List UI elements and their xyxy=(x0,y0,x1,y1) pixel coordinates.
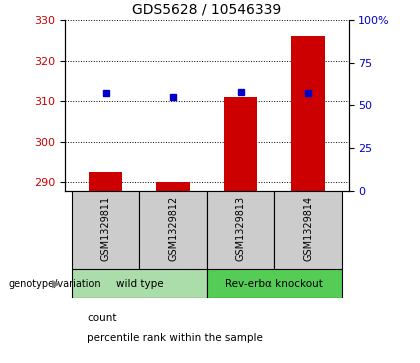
Bar xyxy=(139,191,207,269)
Text: ▶: ▶ xyxy=(52,279,60,289)
Text: Rev-erbα knockout: Rev-erbα knockout xyxy=(226,279,323,289)
Title: GDS5628 / 10546339: GDS5628 / 10546339 xyxy=(132,2,281,16)
Bar xyxy=(207,269,342,298)
Bar xyxy=(224,97,257,191)
Text: genotype/variation: genotype/variation xyxy=(8,279,101,289)
Text: GSM1329812: GSM1329812 xyxy=(168,196,178,261)
Text: count: count xyxy=(87,313,116,323)
Bar xyxy=(72,269,207,298)
Text: percentile rank within the sample: percentile rank within the sample xyxy=(87,333,263,343)
Bar xyxy=(207,191,274,269)
Bar xyxy=(274,191,342,269)
Bar xyxy=(89,172,123,191)
Bar xyxy=(291,36,325,191)
Text: GSM1329813: GSM1329813 xyxy=(236,196,246,261)
Text: GSM1329811: GSM1329811 xyxy=(101,196,110,261)
Text: GSM1329814: GSM1329814 xyxy=(303,196,313,261)
Text: wild type: wild type xyxy=(116,279,163,289)
Bar xyxy=(72,191,139,269)
Bar xyxy=(156,182,190,191)
